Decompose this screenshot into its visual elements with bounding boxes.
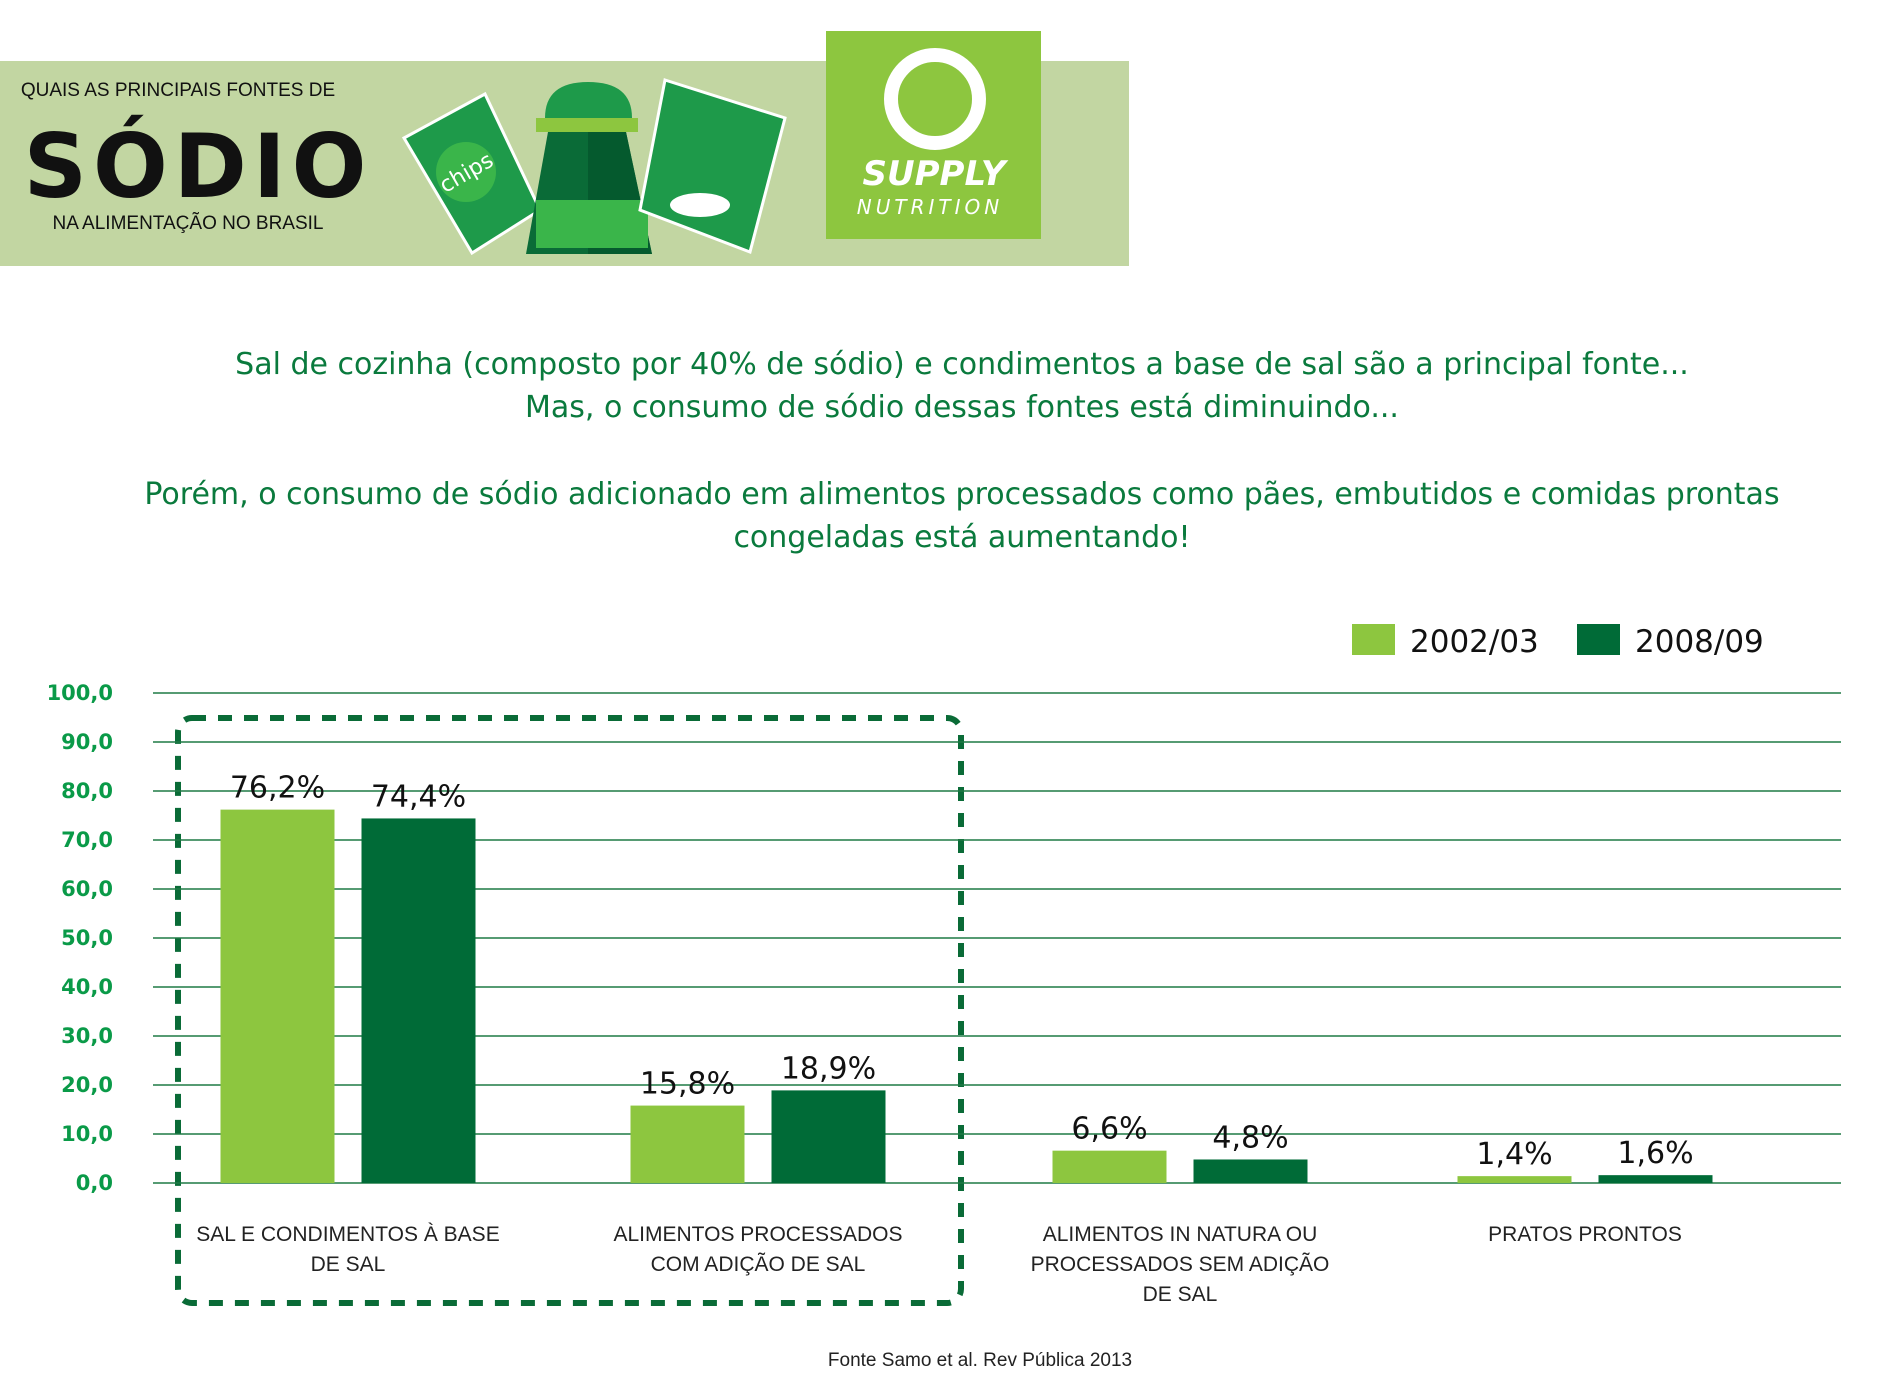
x-tick-label: PRATOS PRONTOS — [1488, 1223, 1682, 1246]
y-tick-label: 0,0 — [76, 1171, 113, 1195]
logo-top: SUPPLY — [863, 154, 1009, 194]
y-tick-label: 100,0 — [47, 681, 113, 705]
legend-swatch — [1577, 624, 1620, 655]
salt-shaker-icon — [526, 82, 652, 254]
logo-box — [826, 31, 1041, 239]
bar — [630, 1105, 745, 1183]
data-label: 1,6% — [1617, 1136, 1693, 1171]
data-label: 15,8% — [640, 1067, 735, 1102]
data-label: 74,4% — [371, 779, 466, 814]
data-label: 1,4% — [1476, 1137, 1552, 1172]
bar — [361, 818, 476, 1183]
source: Fonte Samo et al. Rev Pública 2013 — [828, 1350, 1132, 1371]
y-tick-label: 20,0 — [61, 1073, 113, 1097]
x-tick-label: ALIMENTOS PROCESSADOS COM ADIÇÃO DE SAL — [613, 1223, 903, 1276]
bar — [1457, 1176, 1572, 1183]
intro-line: congeladas está aumentando! — [733, 520, 1190, 555]
y-tick-label: 50,0 — [61, 926, 113, 950]
bar — [1052, 1150, 1167, 1183]
y-tick-label: 10,0 — [61, 1122, 113, 1146]
intro-line: Porém, o consumo de sódio adicionado em … — [144, 477, 1779, 512]
legend-label: 2002/03 — [1410, 624, 1539, 660]
logo-mark — [884, 48, 986, 150]
data-label: 4,8% — [1212, 1120, 1288, 1155]
header-title: SÓDIO — [24, 115, 373, 218]
intro-line: Sal de cozinha (composto por 40% de sódi… — [235, 347, 1689, 382]
bar — [771, 1090, 886, 1183]
box-icon — [638, 78, 787, 254]
bar — [220, 809, 335, 1183]
header-subtitle: NA ALIMENTAÇÃO NO BRASIL — [52, 212, 323, 234]
data-label: 18,9% — [781, 1051, 876, 1086]
x-tick-label: SAL E CONDIMENTOS À BASE DE SAL — [196, 1223, 500, 1276]
y-tick-label: 90,0 — [61, 730, 113, 754]
intro-line: Mas, o consumo de sódio dessas fontes es… — [525, 390, 1399, 425]
y-tick-label: 40,0 — [61, 975, 113, 999]
header-kicker: QUAIS AS PRINCIPAIS FONTES DE — [21, 80, 335, 101]
y-tick-label: 60,0 — [61, 877, 113, 901]
highlight-box — [175, 715, 964, 1306]
y-tick-label: 30,0 — [61, 1024, 113, 1048]
bar — [1598, 1175, 1713, 1183]
y-tick-label: 70,0 — [61, 828, 113, 852]
data-label: 6,6% — [1071, 1112, 1147, 1147]
y-tick-label: 80,0 — [61, 779, 113, 803]
bar — [1193, 1159, 1308, 1183]
legend-label: 2008/09 — [1635, 624, 1764, 660]
data-label: 76,2% — [230, 771, 325, 806]
logo-bottom: NUTRITION — [857, 195, 1003, 219]
x-tick-label: ALIMENTOS IN NATURA OU PROCESSADOS SEM A… — [1030, 1223, 1330, 1306]
legend-swatch — [1352, 624, 1395, 655]
